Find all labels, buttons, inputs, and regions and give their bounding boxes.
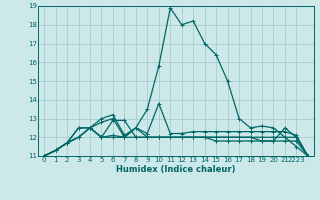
X-axis label: Humidex (Indice chaleur): Humidex (Indice chaleur) [116,165,236,174]
